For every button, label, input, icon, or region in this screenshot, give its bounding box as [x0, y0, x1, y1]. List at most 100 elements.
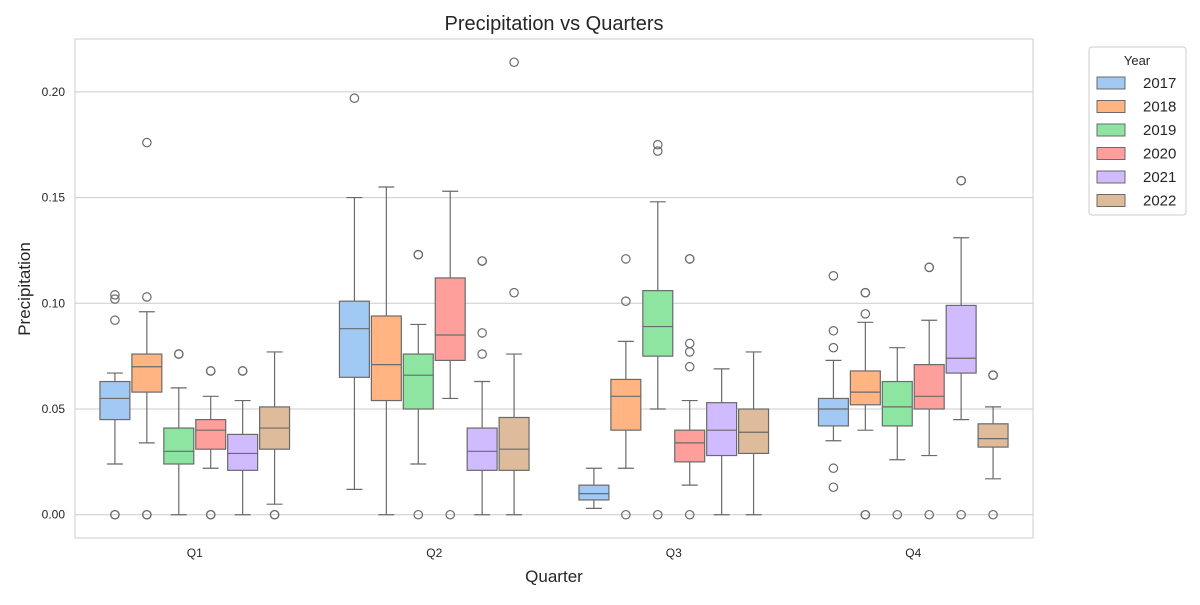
legend-item-2019: 2019	[1096, 122, 1176, 139]
outlier-point	[445, 509, 456, 520]
y-tick-label: 0.20	[42, 85, 66, 99]
outlier-point	[828, 271, 839, 281]
box-iqr	[466, 427, 498, 471]
box-2021-Q1	[227, 366, 259, 516]
box-iqr	[913, 364, 945, 410]
outlier-point	[110, 294, 120, 304]
box-2022-Q1	[259, 351, 291, 520]
legend-swatch	[1096, 100, 1126, 113]
outlier-point	[205, 509, 216, 520]
box-2020-Q2	[434, 190, 466, 520]
outlier-point	[349, 93, 360, 104]
box-iqr	[817, 397, 849, 427]
outlier-point	[269, 509, 280, 520]
x-tick-label: Q2	[426, 546, 442, 560]
legend-swatch	[1096, 194, 1126, 207]
grid-layer	[75, 91, 1033, 516]
box-2021-Q4	[945, 175, 977, 520]
outlier-point	[477, 256, 487, 266]
y-axis-label: Precipitation	[15, 242, 34, 336]
box-iqr	[498, 416, 530, 471]
outlier-point	[652, 139, 663, 150]
outlier-point	[173, 349, 184, 359]
box-2018-Q2	[370, 186, 402, 516]
y-tick-label: 0.15	[42, 191, 66, 205]
y-tick-label: 0.00	[42, 508, 66, 522]
outlier-point	[205, 366, 216, 376]
box-2022-Q3	[738, 351, 770, 516]
legend-swatch	[1096, 170, 1126, 184]
chart-title: Precipitation vs Quarters	[445, 13, 664, 35]
box-2018-Q1	[131, 137, 163, 520]
box-2017-Q2	[338, 93, 370, 490]
legend-swatch	[1096, 76, 1126, 90]
box-2019-Q4	[881, 347, 913, 520]
box-2019-Q2	[402, 249, 434, 520]
box-iqr	[706, 402, 738, 457]
outlier-point	[142, 137, 152, 148]
box-iqr	[610, 378, 642, 431]
box-iqr	[977, 423, 1009, 448]
box-iqr	[99, 380, 131, 421]
legend-title: Year	[1124, 53, 1151, 68]
outlier-point	[684, 347, 695, 357]
outlier-point	[237, 366, 248, 376]
box-iqr	[945, 304, 977, 374]
outlier-point	[413, 249, 424, 260]
outlier-point	[684, 361, 695, 372]
box-iqr	[370, 315, 402, 402]
outlier-point	[860, 287, 871, 298]
outlier-point	[621, 296, 631, 306]
outlier-point	[988, 509, 998, 520]
outlier-point	[110, 315, 120, 326]
outlier-point	[477, 328, 487, 338]
legend: Year 2017 2018 2019 2020 2021 2022	[1088, 46, 1187, 216]
box-2017-Q3	[578, 467, 610, 509]
outlier-point	[477, 349, 487, 359]
x-tick-label: Q3	[666, 546, 682, 560]
outlier-point	[828, 482, 839, 493]
legend-items: 2017 2018 2019 2020 2021 2022	[1096, 75, 1176, 210]
box-iqr	[131, 353, 163, 393]
legend-item-2022: 2022	[1096, 193, 1176, 210]
outlier-point	[684, 509, 695, 520]
outlier-point	[413, 509, 424, 520]
outlier-point	[828, 463, 839, 474]
legend-item-2021: 2021	[1096, 169, 1176, 186]
legend-label: 2017	[1143, 75, 1176, 92]
outlier-point	[828, 342, 839, 353]
legend-label: 2021	[1143, 169, 1176, 186]
box-iqr	[642, 290, 674, 357]
box-2017-Q1	[99, 290, 131, 520]
box-iqr	[227, 433, 259, 471]
box-2018-Q3	[610, 254, 642, 520]
outlier-point	[684, 254, 695, 264]
box-2018-Q4	[849, 287, 881, 520]
box-2021-Q3	[706, 368, 738, 516]
outlier-point	[652, 146, 663, 156]
box-2020-Q3	[674, 254, 706, 520]
y-tick-label: 0.10	[42, 296, 66, 310]
legend-swatch	[1096, 147, 1126, 160]
outlier-point	[860, 509, 871, 520]
box-iqr	[402, 353, 434, 410]
legend-label: 2019	[1143, 122, 1176, 139]
x-tick-label: Q1	[187, 546, 203, 560]
plot-frame	[74, 38, 1034, 539]
legend-swatch	[1096, 123, 1126, 137]
box-iqr	[881, 380, 913, 427]
outlier-point	[110, 290, 120, 300]
x-tick-label: Q4	[905, 546, 921, 560]
box-2020-Q4	[913, 262, 945, 520]
outlier-point	[509, 287, 519, 298]
legend-label: 2022	[1143, 193, 1176, 210]
y-tick-labels: 0.00 0.05 0.10 0.15 0.20	[42, 85, 66, 522]
outlier-point	[892, 509, 903, 520]
box-2022-Q2	[498, 57, 530, 516]
box-iqr	[163, 427, 195, 465]
y-tick-label: 0.05	[42, 402, 66, 416]
legend-item-2017: 2017	[1096, 75, 1176, 92]
box-iqr	[578, 484, 610, 501]
box-iqr	[434, 277, 466, 361]
